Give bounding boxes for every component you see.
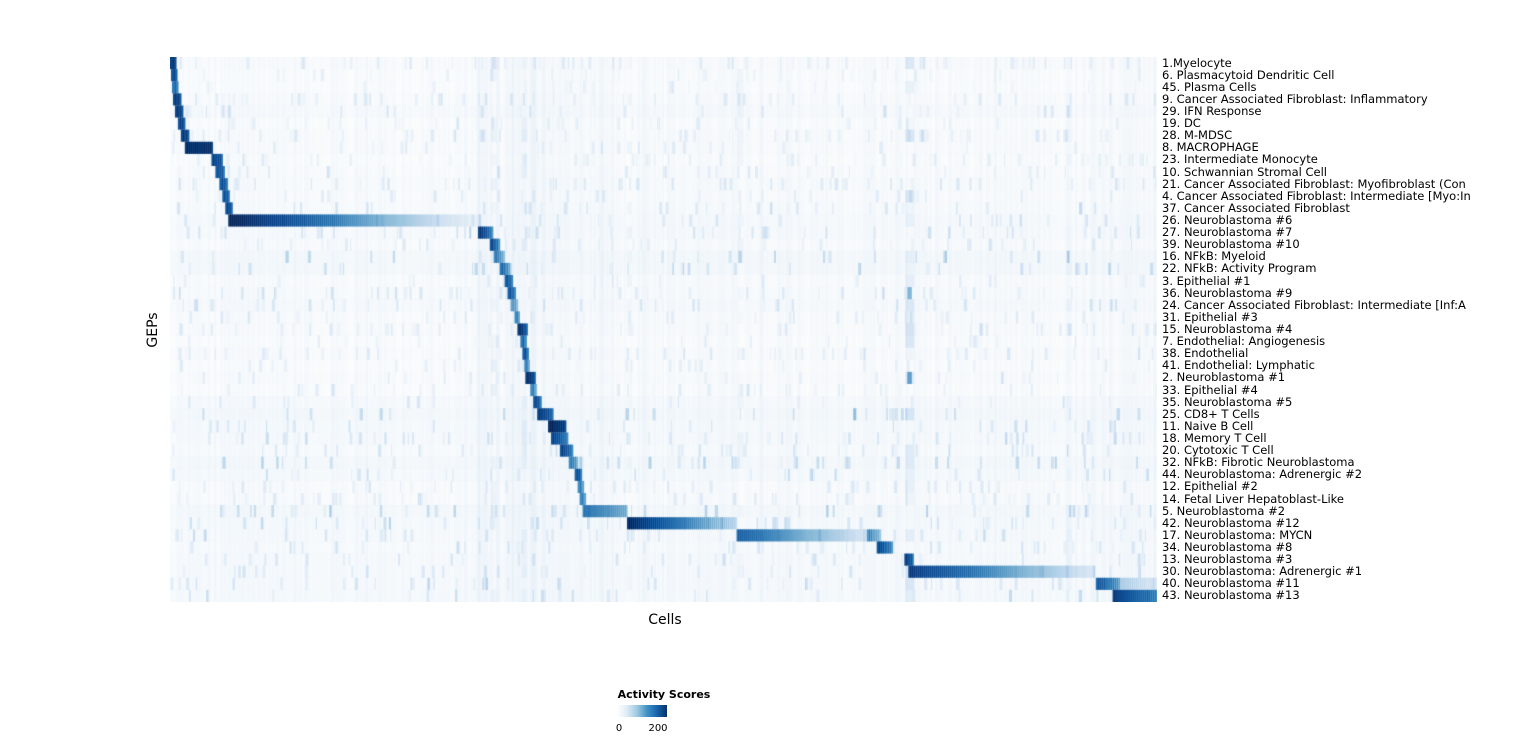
row-label: 29. IFN Response (1162, 104, 1262, 118)
row-label: 41. Endothelial: Lymphatic (1162, 358, 1315, 373)
row-label: 21. Cancer Associated Fibroblast: Myofib… (1162, 176, 1466, 191)
row-label: 35. Neuroblastoma #5 (1162, 394, 1293, 409)
row-label: 38. Endothelial (1162, 346, 1249, 361)
row-label: 22. NFkB: Activity Program (1162, 261, 1317, 276)
row-label: 1.Myelocyte (1162, 55, 1232, 70)
row-label: 34. Neuroblastoma #8 (1162, 540, 1293, 554)
row-label: 13. Neuroblastoma #3 (1162, 552, 1293, 567)
row-label: 27. Neuroblastoma #7 (1162, 225, 1293, 240)
row-label: 32. NFkB: Fibrotic Neuroblastoma (1162, 455, 1355, 470)
y-axis-label: GEPs (145, 312, 161, 348)
x-axis-label: Cells (648, 612, 682, 628)
row-label: 15. Neuroblastoma #4 (1162, 322, 1293, 336)
row-label: 30. Neuroblastoma: Adrenergic #1 (1162, 564, 1363, 579)
row-label: 40. Neuroblastoma #11 (1162, 576, 1300, 591)
row-label: 2. Neuroblastoma #1 (1162, 370, 1286, 385)
row-label: 43. Neuroblastoma #13 (1162, 588, 1300, 603)
row-label: 20. Cytotoxic T Cell (1162, 443, 1274, 458)
row-label: 4. Cancer Associated Fibroblast: Interme… (1162, 188, 1471, 203)
row-label: 25. CD8+ T Cells (1162, 406, 1260, 421)
row-label: 42. Neuroblastoma #12 (1162, 515, 1300, 530)
row-label: 12. Epithelial #2 (1162, 479, 1258, 494)
row-label: 9. Cancer Associated Fibroblast: Inflamm… (1162, 91, 1428, 106)
row-label: 17. Neuroblastoma: MYCN (1162, 527, 1313, 542)
row-label: 16. NFkB: Myeloid (1162, 249, 1266, 264)
row-label: 36. Neuroblastoma #9 (1162, 285, 1293, 300)
legend-tick-max: 200 (648, 723, 668, 734)
row-label: 8. MACROPHAGE (1162, 140, 1259, 155)
row-label: 45. Plasma Cells (1162, 79, 1257, 94)
legend-tick-min: 0 (615, 723, 623, 734)
row-label: 44. Neuroblastoma: Adrenergic #2 (1162, 467, 1363, 482)
legend-title: Activity Scores (617, 688, 711, 701)
row-label: 39. Neuroblastoma #10 (1162, 237, 1300, 252)
row-label: 23. Intermediate Monocyte (1162, 152, 1318, 167)
legend-colorbar (617, 705, 667, 717)
row-label: 10. Schwannian Stromal Cell (1162, 164, 1327, 179)
row-label: 33. Epithelial #4 (1162, 382, 1258, 397)
row-label: 18. Memory T Cell (1162, 431, 1267, 445)
row-label: 28. M-MDSC (1162, 128, 1233, 143)
row-label: 3. Epithelial #1 (1162, 273, 1251, 288)
row-label: 11. Naive B Cell (1162, 418, 1254, 433)
row-label: 24. Cancer Associated Fibroblast: Interm… (1162, 297, 1466, 312)
heatmap-canvas (170, 57, 1157, 602)
row-label: 26. Neuroblastoma #6 (1162, 213, 1293, 227)
row-label: 19. DC (1162, 116, 1201, 131)
row-label: 7. Endothelial: Angiogenesis (1162, 334, 1326, 349)
row-label: 6. Plasmacytoid Dendritic Cell (1162, 67, 1335, 82)
row-label: 31. Epithelial #3 (1162, 309, 1258, 324)
row-label: 5. Neuroblastoma #2 (1162, 503, 1286, 518)
row-label: 14. Fetal Liver Hepatoblast-Like (1162, 491, 1345, 506)
row-label: 37. Cancer Associated Fibroblast (1162, 200, 1350, 215)
